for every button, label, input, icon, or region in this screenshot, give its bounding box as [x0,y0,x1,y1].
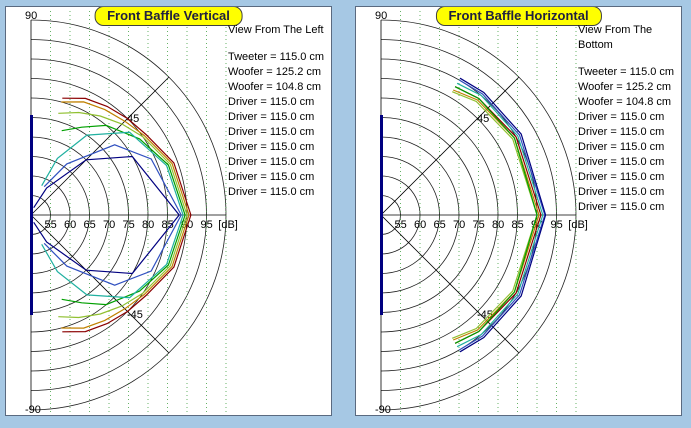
series-line [33,155,180,275]
tick-label: 75 [123,219,135,231]
chart-title: Front Baffle Horizontal [435,7,602,26]
polar-plot-horizontal: Front Baffle Horizontal 55 60 65 70 75 80 85 90… [355,6,682,416]
legend-item: Driver = 115.0 cm [578,111,665,123]
axis-line [380,214,520,354]
legend-item: Driver = 115.0 cm [228,141,315,153]
series-line [456,82,544,348]
series-line [61,101,190,329]
series-line [41,131,184,299]
tick-label: 85 [512,219,524,231]
angle-label: 90 [375,10,387,22]
axis-unit: [dB] [218,219,238,231]
tick-label: 75 [473,219,485,231]
axis-line [380,76,520,216]
series-line [58,111,188,319]
view-label: View From The Left [228,24,324,36]
legend-item: Woofer = 125.2 cm [228,66,322,78]
tick-label: 55 [45,219,57,231]
series-line [459,77,547,353]
legend-item: Tweeter = 115.0 cm [578,66,675,78]
legend-item: Driver = 115.0 cm [228,126,315,138]
angle-label: 45 [127,113,139,125]
legend-item: Driver = 115.0 cm [578,141,665,153]
tick-label: 65 [434,219,446,231]
angle-label: -45 [127,309,143,321]
legend-item: Driver = 115.0 cm [578,126,665,138]
angle-label: 45 [477,113,489,125]
axis-unit: [dB] [568,219,588,231]
tick-label: 95 [201,219,213,231]
legend-item: Driver = 115.0 cm [578,186,665,198]
legend-item: Driver = 115.0 cm [228,186,315,198]
legend-item: Driver = 115.0 cm [578,171,665,183]
axis-line [30,214,170,354]
legend-item: Driver = 115.0 cm [228,171,315,183]
legend-item: Woofer = 104.8 cm [578,96,672,108]
legend: View From The Bottom Tweeter = 115.0 cm … [578,23,681,215]
tick-label: 60 [414,219,426,231]
legend-item: Driver = 115.0 cm [228,111,315,123]
tick-label: 95 [551,219,563,231]
tick-label: 65 [84,219,96,231]
legend-item: Woofer = 104.8 cm [228,81,322,93]
angle-label: -90 [25,404,41,416]
tick-label: 80 [492,219,504,231]
legend: View From The Left Tweeter = 115.0 cm Wo… [228,23,324,200]
tick-label: 60 [64,219,76,231]
series-line [458,79,546,351]
tick-label: 85 [162,219,174,231]
tick-label: 70 [103,219,115,231]
tick-label: 55 [395,219,407,231]
chart-title: Front Baffle Vertical [94,7,243,26]
legend-item: Driver = 115.0 cm [578,201,665,213]
legend-item: Driver = 115.0 cm [228,156,315,168]
polar-plot-vertical: Front Baffle Vertical 55 60 65 70 75 80 85 90 95… [5,6,332,416]
angle-label: -90 [375,404,391,416]
series-line [454,86,538,344]
tick-label: 70 [453,219,465,231]
angle-label: 90 [25,10,37,22]
legend-item: Tweeter = 115.0 cm [228,51,325,63]
series-line [62,97,192,333]
legend-item: Driver = 115.0 cm [228,96,315,108]
series-line [43,144,182,286]
axis-line [30,76,170,216]
legend-item: Woofer = 125.2 cm [578,81,672,93]
legend-item: Driver = 115.0 cm [578,156,665,168]
series-line [61,124,186,306]
view-label: View From The Bottom [578,24,653,51]
tick-label: 80 [142,219,154,231]
series-line [452,89,540,341]
